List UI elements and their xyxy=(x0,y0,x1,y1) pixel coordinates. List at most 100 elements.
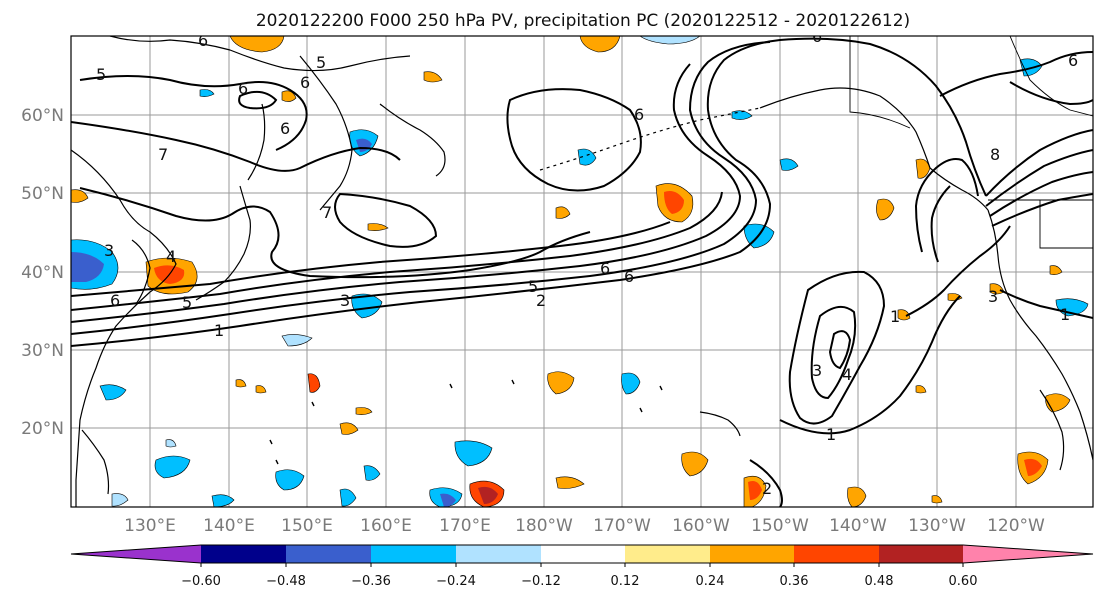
lat-label: 30°N xyxy=(21,341,64,361)
lon-label: 180°W xyxy=(515,516,573,536)
pacific-islands xyxy=(269,379,663,465)
contour-label: 6 xyxy=(600,259,610,278)
colorbar-tick-label: 0.24 xyxy=(696,574,725,589)
pv-contour-19 xyxy=(930,185,951,263)
philippines xyxy=(81,429,110,495)
pos-anomaly-mid-pacific-core xyxy=(664,191,684,214)
colorbar-tick-label: 0.48 xyxy=(865,574,894,589)
contour-label: 4 xyxy=(842,365,852,384)
pv-contour-4 xyxy=(71,191,723,311)
colorbar-segment xyxy=(371,545,456,563)
us-canada-border xyxy=(988,199,1093,249)
siberia-north xyxy=(109,36,411,72)
contour-label: 7 xyxy=(158,145,168,164)
contour-label: 6 xyxy=(238,79,248,98)
contour-label: 5 xyxy=(528,277,538,296)
pv-contour-12 xyxy=(788,270,886,425)
colorbar-segments xyxy=(70,544,1094,567)
neg-anomaly-central-pacific xyxy=(351,293,383,319)
contour-label: 1 xyxy=(826,425,836,444)
lon-label: 170°W xyxy=(593,516,651,536)
pv-contour-24 xyxy=(1009,81,1093,106)
hawaii xyxy=(699,411,741,437)
figure-title: 2020122200 F000 250 hPa PV, precipitatio… xyxy=(256,11,910,31)
colorbar-segment xyxy=(541,545,625,563)
pos-anomaly-tropics-7 xyxy=(1045,393,1071,413)
lat-label: 40°N xyxy=(21,263,64,283)
contour-label: 3 xyxy=(812,361,822,380)
lon-label: 140°E xyxy=(203,516,255,536)
pos-anomaly-tropics-3 xyxy=(681,451,709,477)
precip-anomaly-shading xyxy=(71,36,1089,507)
pv-contour-26 xyxy=(999,289,1093,319)
pv-contour-10 xyxy=(506,88,642,192)
lon-label: 160°E xyxy=(360,516,412,536)
alaska xyxy=(759,87,989,211)
contour-label: 3 xyxy=(340,291,350,310)
longitude-labels: 130°E 140°E 150°E 160°E 170°E 180°W 170°… xyxy=(124,516,1045,536)
contour-label: 5 xyxy=(96,65,106,84)
colorbar-tick-label: 0.36 xyxy=(780,574,809,589)
lon-label: 160°W xyxy=(672,516,730,536)
contour-label: 3 xyxy=(988,287,998,306)
colorbar-segment xyxy=(625,545,710,563)
colorbar-tick-label: −0.36 xyxy=(351,574,391,589)
colorbar-segment xyxy=(710,545,794,563)
contour-label: 3 xyxy=(104,241,114,260)
lat-label: 60°N xyxy=(21,106,64,126)
pv-contour-20 xyxy=(985,129,1093,197)
lon-label: 140°W xyxy=(829,516,887,536)
pv-contour-15 xyxy=(779,295,961,435)
baja xyxy=(1039,389,1065,471)
na-west-coast xyxy=(987,209,1093,461)
canada-border xyxy=(849,36,1093,129)
contour-label: 1 xyxy=(214,321,224,340)
neg-anomaly-tropics-4 xyxy=(621,372,641,395)
pv-contour-3 xyxy=(71,63,742,323)
lon-label: 120°W xyxy=(987,516,1045,536)
pos-anomaly-tropics-5 xyxy=(847,486,867,507)
korea-peninsula xyxy=(131,239,151,305)
neg-anomaly-tropics-2 xyxy=(275,469,305,491)
colorbar-tick-label: −0.12 xyxy=(521,574,561,589)
coastlines xyxy=(71,36,1093,507)
pv-contour-6 xyxy=(79,187,591,279)
contour-label: 4 xyxy=(166,247,176,266)
lon-label: 130°W xyxy=(908,516,966,536)
colorbar-segment xyxy=(794,545,879,563)
pv-contours xyxy=(71,37,1093,507)
latitude-labels: 60°N 50°N 40°N 30°N 20°N xyxy=(21,106,64,439)
lat-label: 50°N xyxy=(21,184,64,204)
neg-anomaly-east-china-core xyxy=(71,252,104,282)
pv-contour-14 xyxy=(828,330,852,370)
contour-label: 6 xyxy=(624,267,634,286)
japan-islands xyxy=(195,185,251,301)
colorbar-segment xyxy=(286,545,371,563)
pos-anomaly-top-left xyxy=(229,36,285,53)
colorbar-tick-label: −0.24 xyxy=(436,574,476,589)
sakhalin-kuril xyxy=(247,103,266,181)
contour-label: 6 xyxy=(812,27,822,46)
pos-anomaly-tropics-2 xyxy=(547,371,575,395)
contour-label: 2 xyxy=(762,479,772,498)
pv-contour-16 xyxy=(749,459,783,507)
colorbar-tick-labels: −0.60 −0.48 −0.36 −0.24 −0.12 0.12 0.24 … xyxy=(181,574,977,589)
lat-label: 20°N xyxy=(21,419,64,439)
pv-contour-17 xyxy=(905,225,1011,317)
colorbar-segment xyxy=(456,545,541,563)
lon-label: 170°E xyxy=(439,516,491,536)
asia-coastline xyxy=(71,149,177,507)
contour-label: 1 xyxy=(1060,305,1070,324)
pv-contour-8 xyxy=(79,75,308,151)
pv-contour-7 xyxy=(71,121,401,172)
colorbar: −0.60 −0.48 −0.36 −0.24 −0.12 0.12 0.24 … xyxy=(70,544,1094,589)
pv-contour-5 xyxy=(71,221,671,297)
contour-label: 6 xyxy=(110,291,120,310)
colorbar-tick-label: 0.60 xyxy=(949,574,978,589)
contour-label: 5 xyxy=(182,293,192,312)
pv-contour-9 xyxy=(238,90,278,110)
contour-label: 6 xyxy=(634,105,644,124)
lon-label: 150°W xyxy=(751,516,809,536)
pv-contour-21 xyxy=(985,149,1093,207)
colorbar-tick-label: 0.12 xyxy=(611,574,640,589)
